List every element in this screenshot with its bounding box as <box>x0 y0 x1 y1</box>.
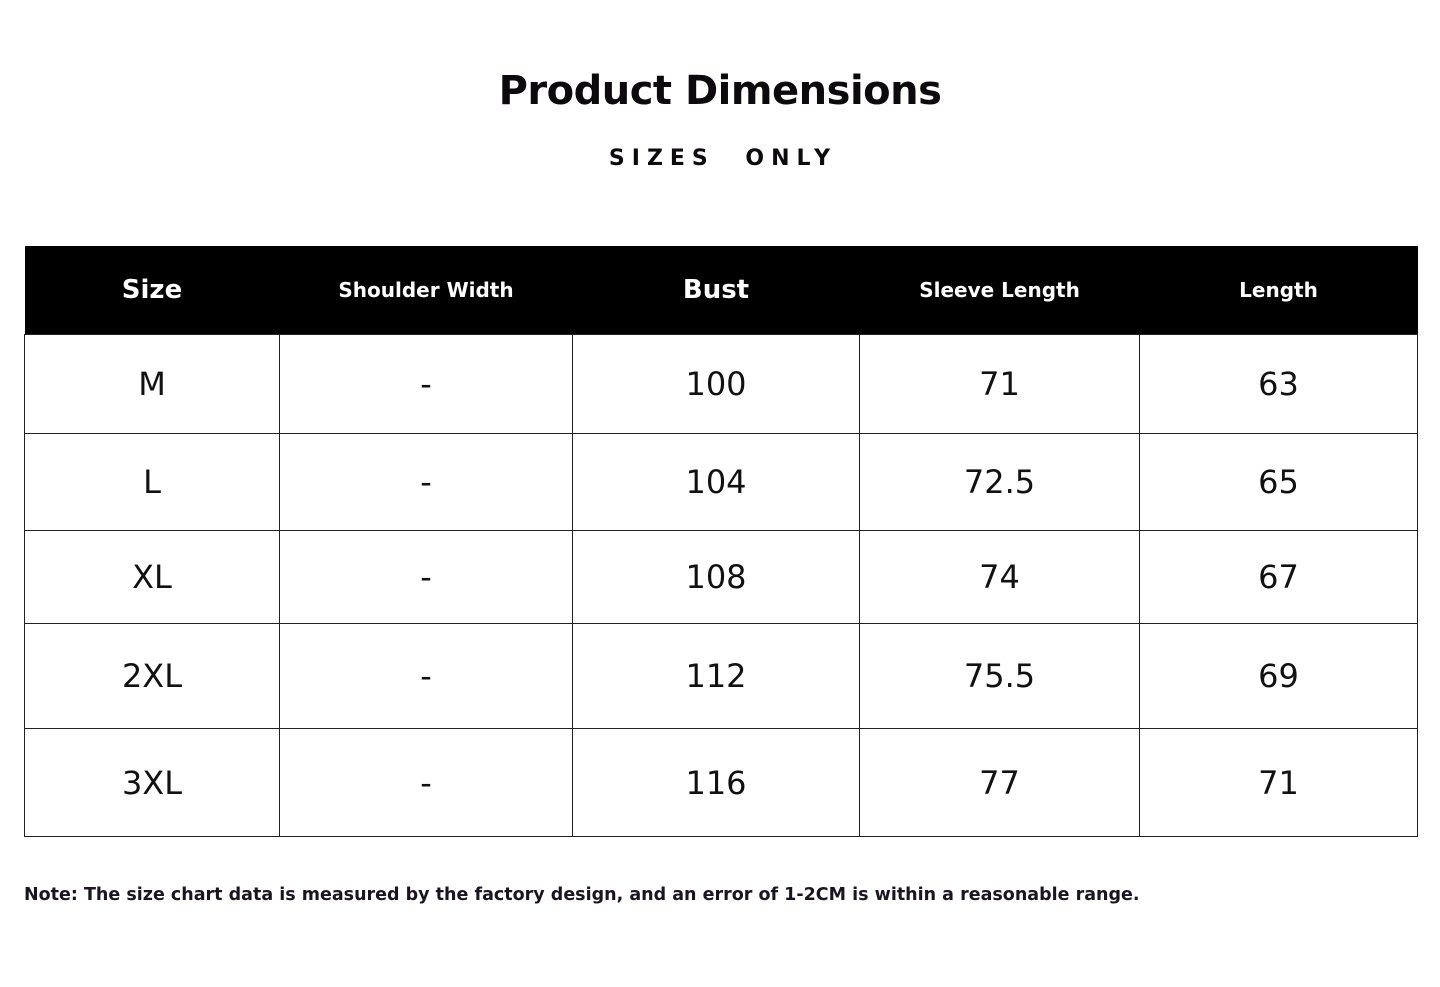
cell-sleeve-length: 74 <box>859 530 1140 624</box>
cell-size: L <box>24 433 280 531</box>
cell-size: M <box>24 334 280 434</box>
cell-length: 65 <box>1139 433 1418 531</box>
table-row: 3XL - 116 77 71 <box>24 728 1418 837</box>
cell-shoulder-width: - <box>279 623 573 729</box>
table-row: L - 104 72.5 65 <box>24 433 1418 531</box>
cell-shoulder-width: - <box>279 530 573 624</box>
cell-bust: 112 <box>572 623 860 729</box>
cell-size: XL <box>24 530 280 624</box>
header-bust: Bust <box>572 246 860 335</box>
cell-length: 69 <box>1139 623 1418 729</box>
table-row: XL - 108 74 67 <box>24 530 1418 624</box>
cell-shoulder-width: - <box>279 728 573 837</box>
cell-sleeve-length: 75.5 <box>859 623 1140 729</box>
page-title: Product Dimensions <box>498 68 942 114</box>
cell-length: 67 <box>1139 530 1418 624</box>
table-header-row: Size Shoulder Width Bust Sleeve Length L… <box>24 246 1418 335</box>
cell-bust: 104 <box>572 433 860 531</box>
cell-shoulder-width: - <box>279 334 573 434</box>
header-sleeve-length: Sleeve Length <box>859 246 1140 335</box>
header-shoulder-width: Shoulder Width <box>279 246 573 335</box>
cell-sleeve-length: 71 <box>859 334 1140 434</box>
header-length: Length <box>1139 246 1418 335</box>
cell-sleeve-length: 77 <box>859 728 1140 837</box>
cell-bust: 116 <box>572 728 860 837</box>
cell-length: 71 <box>1139 728 1418 837</box>
cell-bust: 108 <box>572 530 860 624</box>
header-size: Size <box>24 246 280 335</box>
cell-bust: 100 <box>572 334 860 434</box>
page-subtitle: SIZES ONLY <box>608 146 838 171</box>
table-body: M - 100 71 63 L - 104 72.5 65 XL - 108 7… <box>24 334 1418 837</box>
cell-sleeve-length: 72.5 <box>859 433 1140 531</box>
cell-size: 3XL <box>24 728 280 837</box>
cell-length: 63 <box>1139 334 1418 434</box>
size-chart-table: Size Shoulder Width Bust Sleeve Length L… <box>24 246 1418 837</box>
table-header: Size Shoulder Width Bust Sleeve Length L… <box>24 246 1418 335</box>
cell-size: 2XL <box>24 623 280 729</box>
measurement-note: Note: The size chart data is measured by… <box>24 885 1140 905</box>
cell-shoulder-width: - <box>279 433 573 531</box>
table-row: M - 100 71 63 <box>24 334 1418 434</box>
table-row: 2XL - 112 75.5 69 <box>24 623 1418 729</box>
